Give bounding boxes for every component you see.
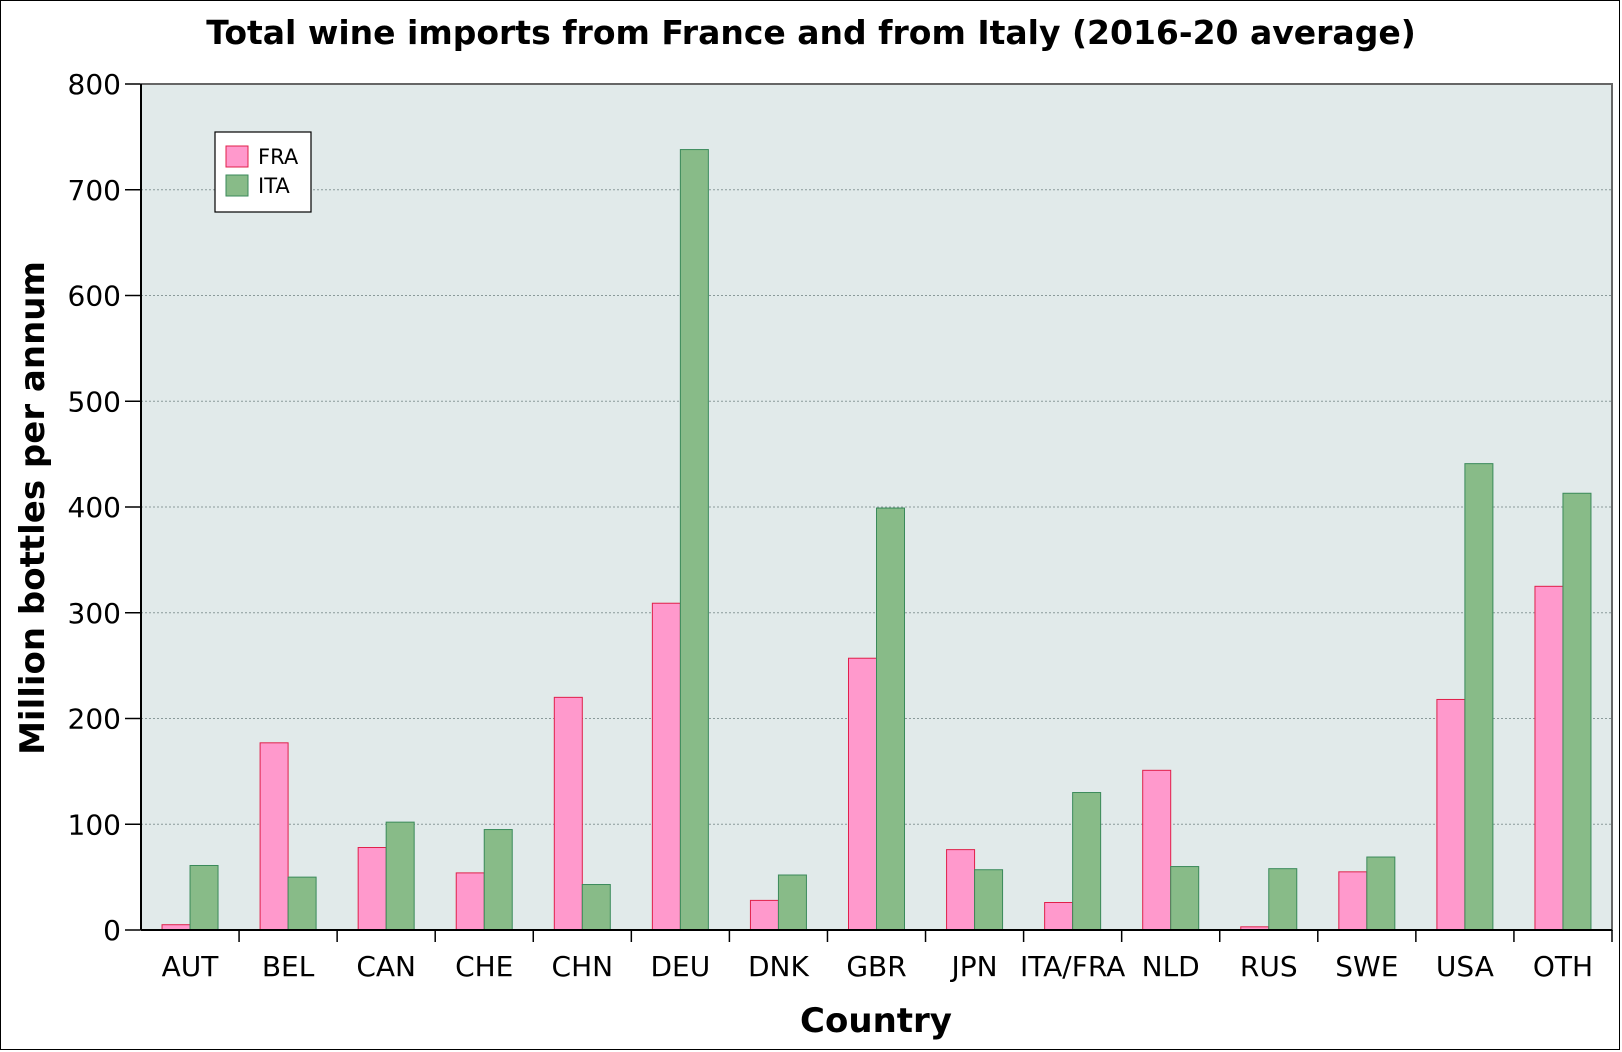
x-tick-label: AUT <box>162 950 220 983</box>
x-axis-title: Country <box>800 1001 952 1041</box>
bar-ita-nld <box>1170 866 1200 931</box>
bar-fra-ita-fra <box>1044 902 1074 931</box>
bar-ita-ita-fra <box>1072 792 1102 931</box>
bar-fra-jpn <box>946 849 976 931</box>
bar-fra-nld <box>1142 769 1172 931</box>
x-tick-label: ITA/FRA <box>1020 950 1125 983</box>
bar-ita-usa <box>1464 463 1494 931</box>
legend-label-fra: FRA <box>258 145 299 169</box>
bar-fra-oth <box>1534 585 1564 931</box>
x-tick-label: CHE <box>455 950 513 983</box>
bar-ita-aut <box>189 864 219 931</box>
x-tick-label: JPN <box>950 950 998 983</box>
x-tick-label: CAN <box>356 950 416 983</box>
x-tick-label: CHN <box>552 950 614 983</box>
y-tick-labels: 0 100 200 300 400 500 600 700 800 <box>68 68 121 947</box>
x-tick-label: USA <box>1436 950 1494 983</box>
legend-label-ita: ITA <box>258 174 290 198</box>
y-tick-label: 500 <box>68 385 121 418</box>
y-tick-label: 300 <box>68 597 121 630</box>
bar-ita-gbr <box>876 507 905 931</box>
bar-fra-che <box>455 872 485 931</box>
bar-fra-can <box>357 847 387 931</box>
legend-swatch-ita <box>225 174 249 197</box>
bar-fra-usa <box>1436 698 1466 931</box>
y-axis-title: Million bottles per annum <box>13 261 53 755</box>
bar-ita-chn <box>581 884 611 931</box>
legend: FRA ITA <box>214 131 312 213</box>
legend-box <box>214 131 312 213</box>
y-tick-label: 700 <box>68 174 121 207</box>
y-tick-label: 0 <box>103 914 121 947</box>
legend-swatch-fra <box>225 145 249 168</box>
y-tick-label: 800 <box>68 68 121 101</box>
bar-fra-bel <box>259 742 289 931</box>
bar-fra-dnk <box>749 899 779 931</box>
bar-fra-gbr <box>848 657 877 931</box>
x-tick-label: GBR <box>846 950 906 983</box>
y-tick-label: 100 <box>68 808 121 841</box>
bar-ita-oth <box>1562 492 1592 931</box>
y-tick-label: 400 <box>68 491 121 524</box>
bar-fra-deu <box>651 602 681 931</box>
bar-ita-rus <box>1268 868 1298 931</box>
x-tick-labels: AUT BEL CAN CHE CHN DEU DNK GBR JPN ITA/FRA NLD RUS… <box>162 950 1593 983</box>
x-tick-label: RUS <box>1240 950 1298 983</box>
chart-title: Total wine imports from France and from … <box>206 13 1416 52</box>
bar-ita-dnk <box>777 874 807 931</box>
bar-fra-chn <box>553 696 583 931</box>
axes <box>125 83 1613 942</box>
bar-ita-swe <box>1366 856 1396 931</box>
x-tick-label: OTH <box>1533 950 1593 983</box>
bar-ita-bel <box>287 876 317 931</box>
bar-ita-can <box>385 821 415 931</box>
x-tick-label: NLD <box>1142 950 1200 983</box>
y-tick-label: 200 <box>68 703 121 736</box>
bar-ita-jpn <box>974 869 1004 931</box>
x-tick-label: DNK <box>748 950 810 983</box>
bar-ita-che <box>483 829 513 931</box>
bar-fra-swe <box>1338 871 1368 931</box>
bars <box>161 149 1592 931</box>
x-tick-label: DEU <box>650 950 710 983</box>
x-tick-label: BEL <box>262 950 315 983</box>
x-tick-label: SWE <box>1335 950 1398 983</box>
bar-ita-deu <box>679 149 709 931</box>
y-tick-label: 600 <box>68 280 121 313</box>
